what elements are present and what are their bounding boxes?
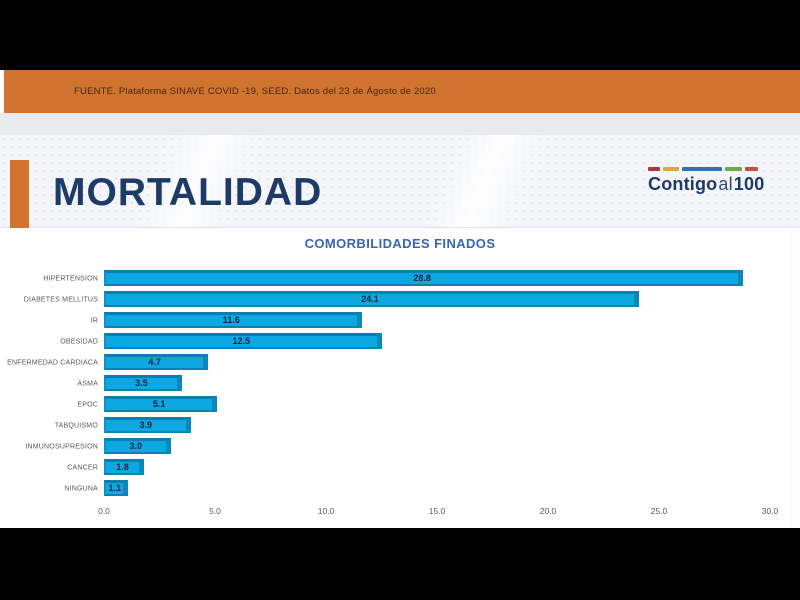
logo-segment: [648, 167, 660, 171]
chart-row: EPOC 5.1: [0, 394, 790, 415]
bar-track: 28.8: [104, 270, 770, 287]
bar: 28.8: [104, 270, 744, 286]
source-text: FUENTE. Plataforma SINAVE COVID -19, SEE…: [74, 86, 436, 97]
x-axis: 0.0 5.0 10.0 15.0 20.0 25.0 30.0: [98, 506, 778, 518]
chart-row: OBESIDAD 12.5: [0, 331, 790, 352]
bar-track: 3.0: [104, 438, 770, 455]
chart-row: NINGUNA 1.1: [0, 478, 790, 499]
chart-row: CANCER 1.8: [0, 457, 790, 478]
bar-value-label: 11.6: [222, 315, 240, 325]
bar-value-label: 28.8: [413, 273, 431, 283]
x-tick-label: 30.0: [761, 506, 779, 516]
bar-value-label: 3.0: [129, 441, 143, 451]
bar: 1.1: [104, 480, 129, 496]
bar: 3.9: [104, 417, 191, 433]
x-tick-label: 15.0: [428, 506, 446, 516]
bar-value-label: 1.8: [116, 462, 129, 472]
bar-track: 24.1: [104, 291, 770, 308]
divider-strip: [0, 113, 800, 135]
logo-segment: [682, 167, 722, 171]
bar-value-label: 24.1: [361, 294, 379, 304]
contigo-al-100-logo: Contigoal100: [648, 167, 764, 195]
category-label: ENFERMEDAD CARDIACA: [7, 359, 98, 366]
page-title: MORTALIDAD: [53, 171, 323, 214]
bar-track: 3.5: [104, 375, 770, 392]
chart-row: ENFERMEDAD CARDIACA 4.7: [0, 352, 790, 373]
logo-color-segments: [648, 167, 764, 171]
category-label: NINGUNA: [64, 485, 98, 492]
x-tick-label: 10.0: [317, 506, 335, 516]
bar-chart: COMORBILIDADES FINADOS HIPERTENSION 28.8 D…: [0, 228, 790, 528]
chart-row: IR 11.6: [0, 310, 790, 331]
category-label: ASMA: [77, 380, 98, 387]
chart-row: DIABETES MELLITUS 24.1: [0, 289, 790, 310]
x-tick-label: 20.0: [539, 506, 557, 516]
bar: 24.1: [104, 291, 640, 307]
bar-value-label: 5.1: [152, 399, 166, 409]
x-tick-label: 25.0: [650, 506, 668, 516]
bar-value-label: 1.1: [108, 483, 121, 493]
bar-track: 12.5: [104, 333, 770, 350]
logo-segment: [663, 167, 679, 171]
chart-row: INMUNOSUPRESION 3.0: [0, 436, 790, 457]
bar-track: 3.9: [104, 417, 770, 434]
category-label: OBESIDAD: [60, 338, 98, 345]
bar-track: 4.7: [104, 354, 770, 371]
bar-track: 11.6: [104, 312, 770, 329]
bar: 3.5: [104, 375, 182, 391]
bar-value-label: 4.7: [148, 357, 161, 367]
x-tick-label: 0.0: [98, 506, 110, 516]
bar: 12.5: [104, 333, 382, 349]
bar: 11.6: [104, 312, 362, 328]
header: MORTALIDAD Contigoal100: [0, 135, 800, 228]
logo-word-contigo: Contigo: [648, 174, 718, 194]
category-label: TABQUISMO: [54, 422, 98, 429]
bar: 1.8: [104, 459, 144, 475]
category-label: CANCER: [67, 464, 98, 471]
x-tick-label: 5.0: [209, 506, 221, 516]
category-label: DIABETES MELLITUS: [23, 296, 98, 303]
bar-track: 5.1: [104, 396, 770, 413]
chart-row: ASMA 3.5: [0, 373, 790, 394]
chart-row: HIPERTENSION 28.8: [0, 268, 790, 289]
bar-value-label: 3.9: [139, 420, 153, 430]
category-label: EPOC: [77, 401, 98, 408]
bar-value-label: 3.5: [135, 378, 148, 388]
logo-word-al: al: [718, 174, 733, 194]
chart-row: TABQUISMO 3.9: [0, 415, 790, 436]
bar: 4.7: [104, 354, 209, 370]
source-bar: FUENTE. Plataforma SINAVE COVID -19, SEE…: [4, 70, 800, 113]
logo-segment: [725, 167, 742, 171]
logo-segment: [745, 167, 758, 171]
bar: 3.0: [104, 438, 171, 454]
bar-value-label: 12.5: [232, 336, 251, 346]
bar-track: 1.8: [104, 459, 770, 476]
logo-text: Contigoal100: [648, 174, 764, 195]
category-label: IR: [90, 317, 98, 324]
bar: 5.1: [104, 396, 218, 412]
title-accent-bar: [10, 160, 29, 228]
logo-word-100: 100: [733, 174, 765, 194]
bar-track: 1.1: [104, 480, 770, 497]
slide: FUENTE. Plataforma SINAVE COVID -19, SEE…: [0, 70, 800, 528]
chart-title: COMORBILIDADES FINADOS: [304, 236, 496, 251]
category-label: HIPERTENSION: [43, 275, 98, 282]
category-label: INMUNOSUPRESION: [25, 443, 98, 450]
chart-rows: HIPERTENSION 28.8 DIABETES MELLITUS 24.1 IR 1…: [0, 268, 790, 499]
